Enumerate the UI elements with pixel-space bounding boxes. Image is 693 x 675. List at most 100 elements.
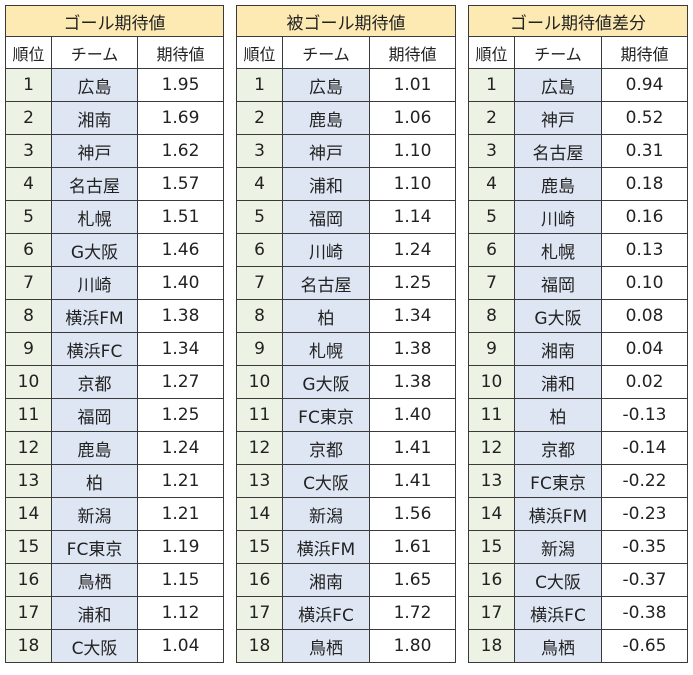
rank-cell: 5 (468, 200, 515, 234)
rank-cell: 8 (468, 299, 515, 333)
team-cell: 京都 (282, 431, 370, 465)
team-cell: 川崎 (514, 200, 602, 234)
value-cell: 0.18 (601, 167, 688, 201)
team-cell: 湘南 (282, 563, 370, 597)
value-cell: 1.38 (369, 365, 456, 399)
rank-cell: 12 (5, 431, 52, 465)
column-header-team: チーム (514, 36, 602, 69)
table-row: 5 福岡 1.14 (236, 200, 456, 234)
team-cell: 川崎 (282, 233, 370, 267)
rank-cell: 3 (468, 134, 515, 168)
table-row: 3 名古屋 0.31 (468, 134, 688, 168)
table-row: 15 新潟 -0.35 (468, 530, 688, 564)
rank-cell: 18 (236, 629, 283, 663)
goal-expectancy-table: ゴール期待値 順位 チーム 期待値 1 広島 1.95 2 湘南 1.69 3 神戸 1.62 4… (5, 5, 224, 663)
table-row: 9 湘南 0.04 (468, 332, 688, 366)
value-cell: 1.80 (369, 629, 456, 663)
team-cell: 神戸 (514, 101, 602, 135)
value-cell: 1.34 (137, 332, 224, 366)
table-row: 12 鹿島 1.24 (5, 431, 224, 465)
table-row: 8 G大阪 0.08 (468, 299, 688, 333)
team-cell: 鳥栖 (514, 629, 602, 663)
value-cell: 1.27 (137, 365, 224, 399)
table-row: 2 鹿島 1.06 (236, 101, 456, 135)
table-row: 6 札幌 0.13 (468, 233, 688, 267)
table-row: 14 新潟 1.56 (236, 497, 456, 531)
table-row: 2 湘南 1.69 (5, 101, 224, 135)
rank-cell: 4 (5, 167, 52, 201)
table-title: 被ゴール期待値 (236, 5, 456, 37)
value-cell: 1.10 (369, 167, 456, 201)
value-cell: 1.12 (137, 596, 224, 630)
value-cell: -0.23 (601, 497, 688, 531)
team-cell: FC東京 (514, 464, 602, 498)
value-cell: 1.95 (137, 68, 224, 102)
rank-cell: 14 (5, 497, 52, 531)
table-row: 4 名古屋 1.57 (5, 167, 224, 201)
value-cell: -0.35 (601, 530, 688, 564)
rank-cell: 6 (5, 233, 52, 267)
column-header-value: 期待値 (137, 36, 224, 69)
value-cell: 1.65 (369, 563, 456, 597)
value-cell: 1.62 (137, 134, 224, 168)
team-cell: 柏 (51, 464, 138, 498)
value-cell: -0.13 (601, 398, 688, 432)
rank-cell: 2 (236, 101, 283, 135)
value-cell: 0.16 (601, 200, 688, 234)
rank-cell: 16 (468, 563, 515, 597)
value-cell: 0.02 (601, 365, 688, 399)
table-row: 16 鳥栖 1.15 (5, 563, 224, 597)
table-row: 10 G大阪 1.38 (236, 365, 456, 399)
rank-cell: 7 (468, 266, 515, 300)
value-cell: -0.65 (601, 629, 688, 663)
value-cell: 1.24 (137, 431, 224, 465)
rank-cell: 2 (468, 101, 515, 135)
column-header-value: 期待値 (601, 36, 688, 69)
team-cell: 鳥栖 (282, 629, 370, 663)
rank-cell: 15 (236, 530, 283, 564)
team-cell: 福岡 (514, 266, 602, 300)
team-cell: C大阪 (282, 464, 370, 498)
rank-cell: 15 (468, 530, 515, 564)
team-cell: 浦和 (282, 167, 370, 201)
team-cell: 福岡 (282, 200, 370, 234)
team-cell: 湘南 (51, 101, 138, 135)
rank-cell: 14 (468, 497, 515, 531)
rank-cell: 5 (236, 200, 283, 234)
table-row: 11 福岡 1.25 (5, 398, 224, 432)
rank-cell: 18 (468, 629, 515, 663)
table-row: 7 名古屋 1.25 (236, 266, 456, 300)
team-cell: 浦和 (51, 596, 138, 630)
rank-cell: 3 (236, 134, 283, 168)
team-cell: 鹿島 (51, 431, 138, 465)
value-cell: -0.37 (601, 563, 688, 597)
team-cell: 広島 (282, 68, 370, 102)
team-cell: 福岡 (51, 398, 138, 432)
rank-cell: 2 (5, 101, 52, 135)
team-cell: 神戸 (51, 134, 138, 168)
team-cell: 浦和 (514, 365, 602, 399)
table-row: 10 浦和 0.02 (468, 365, 688, 399)
team-cell: 京都 (514, 431, 602, 465)
value-cell: 1.21 (137, 497, 224, 531)
column-header-team: チーム (51, 36, 138, 69)
table-row: 7 川崎 1.40 (5, 266, 224, 300)
table-row: 10 京都 1.27 (5, 365, 224, 399)
table-row: 12 京都 1.41 (236, 431, 456, 465)
value-cell: 1.34 (369, 299, 456, 333)
rank-cell: 17 (236, 596, 283, 630)
value-cell: 1.41 (369, 464, 456, 498)
table-row: 11 柏 -0.13 (468, 398, 688, 432)
value-cell: 1.69 (137, 101, 224, 135)
team-cell: 札幌 (51, 200, 138, 234)
column-header-team: チーム (282, 36, 370, 69)
rank-cell: 17 (5, 596, 52, 630)
team-cell: 横浜FC (51, 332, 138, 366)
value-cell: 1.57 (137, 167, 224, 201)
team-cell: 横浜FC (514, 596, 602, 630)
table-row: 17 横浜FC -0.38 (468, 596, 688, 630)
value-cell: 1.25 (137, 398, 224, 432)
value-cell: 1.40 (137, 266, 224, 300)
table-row: 3 神戸 1.10 (236, 134, 456, 168)
team-cell: 川崎 (51, 266, 138, 300)
